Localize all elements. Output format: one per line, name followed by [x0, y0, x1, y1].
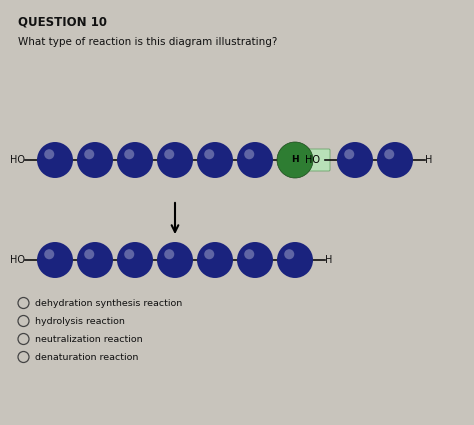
Circle shape	[164, 149, 174, 159]
Text: HO: HO	[10, 155, 25, 165]
Circle shape	[117, 142, 153, 178]
Circle shape	[157, 142, 193, 178]
Circle shape	[124, 149, 134, 159]
Circle shape	[204, 149, 214, 159]
Circle shape	[164, 249, 174, 259]
Circle shape	[237, 242, 273, 278]
Circle shape	[37, 242, 73, 278]
Circle shape	[384, 149, 394, 159]
Text: hydrolysis reaction: hydrolysis reaction	[35, 317, 125, 326]
Circle shape	[244, 249, 254, 259]
Circle shape	[44, 149, 55, 159]
Circle shape	[237, 142, 273, 178]
Text: QUESTION 10: QUESTION 10	[18, 15, 107, 28]
Text: H: H	[291, 156, 299, 164]
Circle shape	[77, 242, 113, 278]
Circle shape	[204, 249, 214, 259]
Circle shape	[44, 249, 55, 259]
Circle shape	[84, 249, 94, 259]
Text: neutralization reaction: neutralization reaction	[35, 334, 143, 343]
Circle shape	[157, 242, 193, 278]
Circle shape	[277, 142, 313, 178]
Circle shape	[37, 142, 73, 178]
Circle shape	[244, 149, 254, 159]
Circle shape	[124, 249, 134, 259]
Text: H: H	[425, 155, 432, 165]
Circle shape	[284, 249, 294, 259]
Circle shape	[277, 242, 313, 278]
Circle shape	[117, 242, 153, 278]
Text: denaturation reaction: denaturation reaction	[35, 352, 138, 362]
Circle shape	[197, 242, 233, 278]
Text: What type of reaction is this diagram illustrating?: What type of reaction is this diagram il…	[18, 37, 277, 47]
FancyBboxPatch shape	[306, 149, 330, 171]
Circle shape	[377, 142, 413, 178]
Circle shape	[84, 149, 94, 159]
Text: HO: HO	[305, 155, 320, 165]
Circle shape	[77, 142, 113, 178]
Text: HO: HO	[10, 255, 25, 265]
Text: dehydration synthesis reaction: dehydration synthesis reaction	[35, 298, 182, 308]
Circle shape	[337, 142, 373, 178]
Text: H: H	[325, 255, 332, 265]
Circle shape	[344, 149, 354, 159]
Circle shape	[197, 142, 233, 178]
